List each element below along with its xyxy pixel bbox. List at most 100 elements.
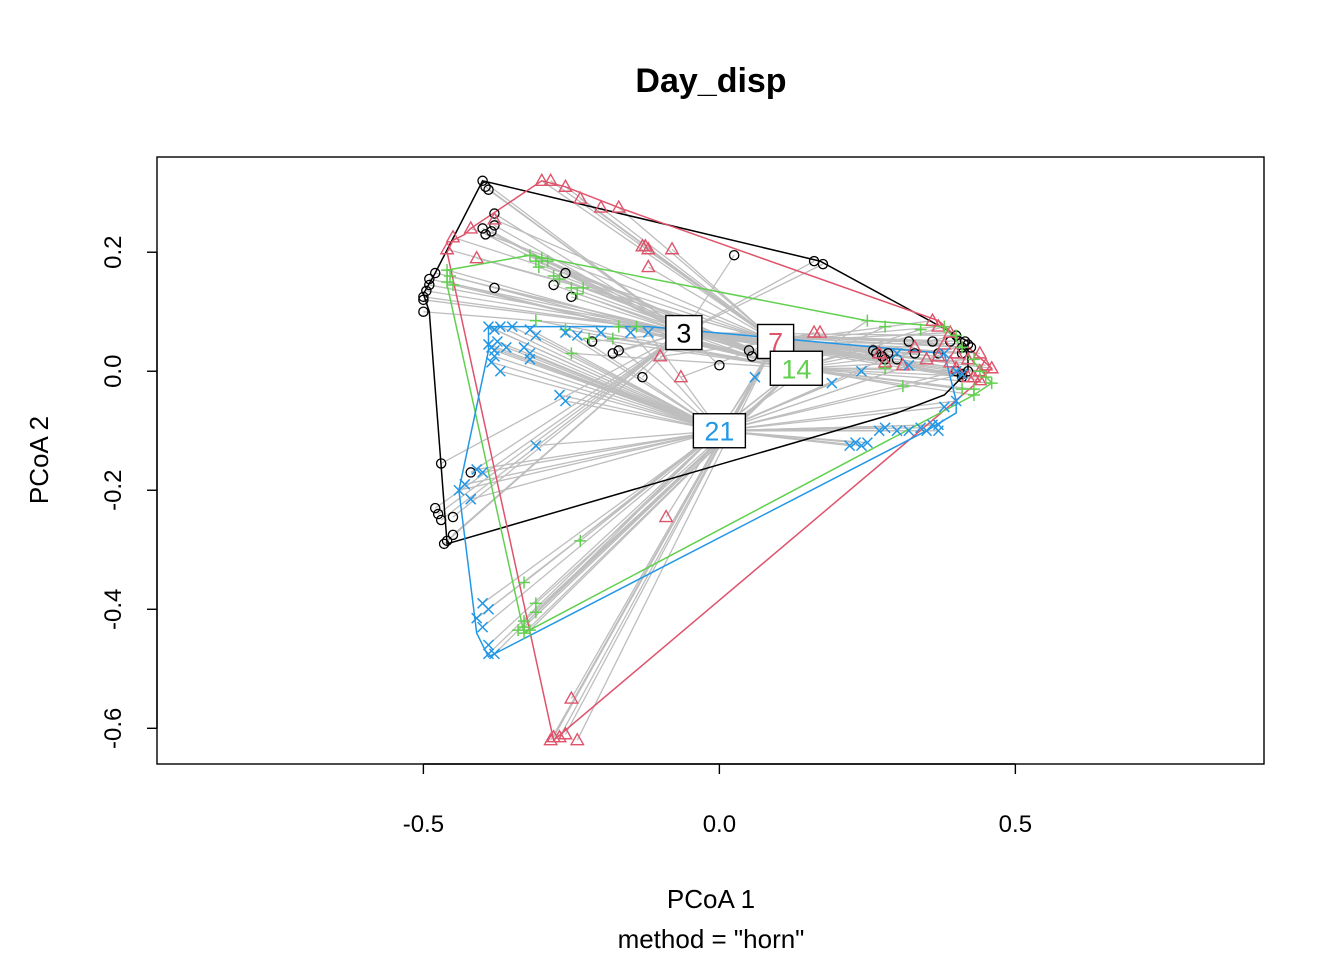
- spider-segment: [647, 248, 776, 343]
- spider-segment: [719, 373, 963, 432]
- point-group-7: [871, 345, 887, 359]
- point-group-7: [972, 345, 988, 359]
- point-group-7: [558, 726, 573, 740]
- point-group-7: [439, 241, 455, 255]
- centroid-label-7: 7: [768, 327, 783, 357]
- point-group-3: [743, 345, 755, 356]
- point-group-14: [523, 249, 536, 262]
- spider-segment: [434, 332, 685, 509]
- spider-segment: [476, 430, 720, 619]
- x-axis: -0.5 0.0 0.5: [403, 763, 1032, 838]
- point-group-3: [637, 371, 648, 383]
- point-group-7: [978, 357, 994, 371]
- point-group-14: [612, 320, 625, 333]
- spider-segment: [476, 257, 776, 343]
- spider-segment: [476, 430, 720, 471]
- point-group-21: [453, 484, 465, 496]
- point-group-21: [488, 648, 500, 660]
- point-group-21: [524, 353, 536, 365]
- point-group-3: [447, 511, 459, 523]
- spider-segment: [719, 406, 945, 432]
- point-group-21: [488, 350, 500, 362]
- x-axis-sublabel: method = "horn": [618, 924, 805, 954]
- point-group-21: [494, 321, 506, 333]
- point-group-21: [642, 327, 654, 339]
- point-group-7: [637, 238, 653, 252]
- point-group-3: [435, 514, 447, 526]
- spider-segment: [535, 430, 720, 447]
- spider-segment: [470, 430, 720, 500]
- point-group-14: [547, 270, 560, 283]
- point-group-7: [534, 172, 550, 187]
- point-group-21: [471, 463, 483, 475]
- point-group-14: [518, 627, 531, 640]
- point-group-3: [903, 336, 915, 347]
- point-group-7: [895, 357, 911, 371]
- point-group-21: [891, 425, 903, 437]
- point-group-21: [482, 603, 495, 615]
- point-group-7: [936, 336, 952, 350]
- x-tick-label: 0.5: [999, 811, 1032, 838]
- point-group-21: [625, 327, 637, 339]
- point-group-3: [441, 535, 453, 547]
- point-group-14: [956, 383, 969, 396]
- point-group-21: [485, 356, 497, 368]
- spider-lines-layer: [423, 180, 992, 741]
- point-group-21: [891, 347, 903, 359]
- point-group-21: [465, 493, 477, 505]
- spider-segment: [576, 341, 777, 741]
- point-group-3: [418, 306, 429, 317]
- point-group-14: [441, 264, 454, 277]
- point-group-3: [435, 458, 447, 469]
- spider-segment: [482, 430, 720, 604]
- y-tick-label: -0.2: [100, 470, 127, 511]
- spider-segment: [426, 290, 684, 334]
- point-group-21: [861, 437, 873, 449]
- points-layer: [418, 172, 1000, 746]
- point-group-3: [429, 502, 441, 514]
- point-group-3: [962, 365, 974, 377]
- point-group-3: [424, 273, 435, 285]
- point-group-14: [896, 380, 909, 393]
- spider-segment: [470, 227, 776, 343]
- point-group-14: [938, 320, 951, 333]
- point-group-21: [506, 321, 518, 333]
- point-group-21: [921, 425, 933, 437]
- spider-segment: [494, 328, 720, 432]
- centroid-box-3: [665, 314, 703, 351]
- spider-segment: [550, 341, 777, 741]
- point-group-21: [595, 327, 607, 339]
- point-group-3: [489, 282, 500, 294]
- centroid-box-14: [769, 350, 824, 386]
- spider-segment: [529, 358, 720, 432]
- point-group-7: [664, 241, 680, 255]
- y-tick-label: 0.2: [100, 236, 127, 269]
- point-group-21: [482, 321, 495, 333]
- point-group-7: [652, 348, 668, 362]
- point-group-3: [486, 226, 497, 237]
- spider-segment: [464, 430, 720, 485]
- point-group-7: [640, 259, 656, 273]
- point-group-14: [565, 281, 578, 294]
- point-group-7: [960, 351, 976, 365]
- point-group-21: [844, 440, 856, 452]
- point-group-21: [850, 437, 862, 449]
- spider-segment: [535, 260, 797, 369]
- spider-segment: [719, 370, 957, 432]
- point-group-7: [812, 324, 828, 338]
- point-group-3: [483, 184, 494, 195]
- spider-segment: [458, 430, 720, 491]
- spider-segment: [488, 430, 720, 646]
- point-group-3: [424, 279, 435, 291]
- spider-segment: [600, 207, 777, 342]
- point-group-14: [973, 365, 986, 378]
- point-group-14: [532, 261, 545, 274]
- spider-segment: [683, 260, 815, 334]
- spider-segment: [553, 284, 685, 334]
- point-group-7: [552, 729, 567, 743]
- spider-segment: [446, 269, 797, 369]
- point-group-7: [563, 690, 579, 704]
- point-group-7: [925, 312, 940, 326]
- spider-segment: [535, 334, 720, 432]
- point-group-3: [418, 291, 429, 303]
